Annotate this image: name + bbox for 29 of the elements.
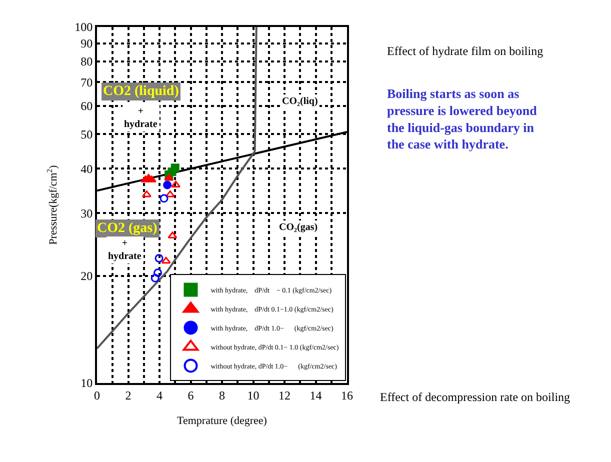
x-tick-label: 16 (341, 388, 353, 402)
y-tick-label: 90 (80, 36, 93, 50)
x-tick-label: 6 (188, 388, 194, 402)
x-tick-label: 0 (94, 388, 100, 402)
x-tick-label: 4 (156, 388, 162, 402)
annotation: CO2 (liquid) (103, 84, 180, 99)
x-tick-label: 14 (310, 388, 322, 402)
y-tick-label: 70 (80, 75, 93, 90)
text: Effect of decompression rate on boiling (380, 390, 570, 404)
y-tick-label: 50 (80, 127, 93, 142)
annotation: + hydrate (124, 106, 158, 130)
text: Boiling starts as soon as pressure is lowered beyond the liquid-gas boundary in the case with hydrate. (387, 86, 538, 152)
y-tick-label: 10 (80, 376, 93, 390)
x-tick-label: 12 (278, 388, 290, 402)
annotation: + hydrate (108, 238, 142, 262)
y-tick-label: 20 (80, 269, 93, 284)
y-tick-label: 80 (80, 54, 93, 69)
x-tick-label: 10 (247, 388, 260, 402)
annotation: CO₂(gas) (279, 222, 318, 233)
x-tick-label: 2 (125, 388, 132, 402)
y-tick-label: 40 (80, 162, 93, 176)
x-axis-title: Temprature (degree) (177, 415, 268, 428)
y-tick-label: 30 (80, 206, 93, 220)
y-tick-label: 100 (74, 20, 93, 34)
x-tick-label: 8 (219, 388, 225, 402)
annotation: CO2 (gas) (97, 221, 158, 236)
text: Effect of hydrate film on boiling (387, 44, 544, 58)
annotation: CO₂(liq) (282, 96, 318, 107)
y-tick-label: 60 (80, 99, 93, 114)
